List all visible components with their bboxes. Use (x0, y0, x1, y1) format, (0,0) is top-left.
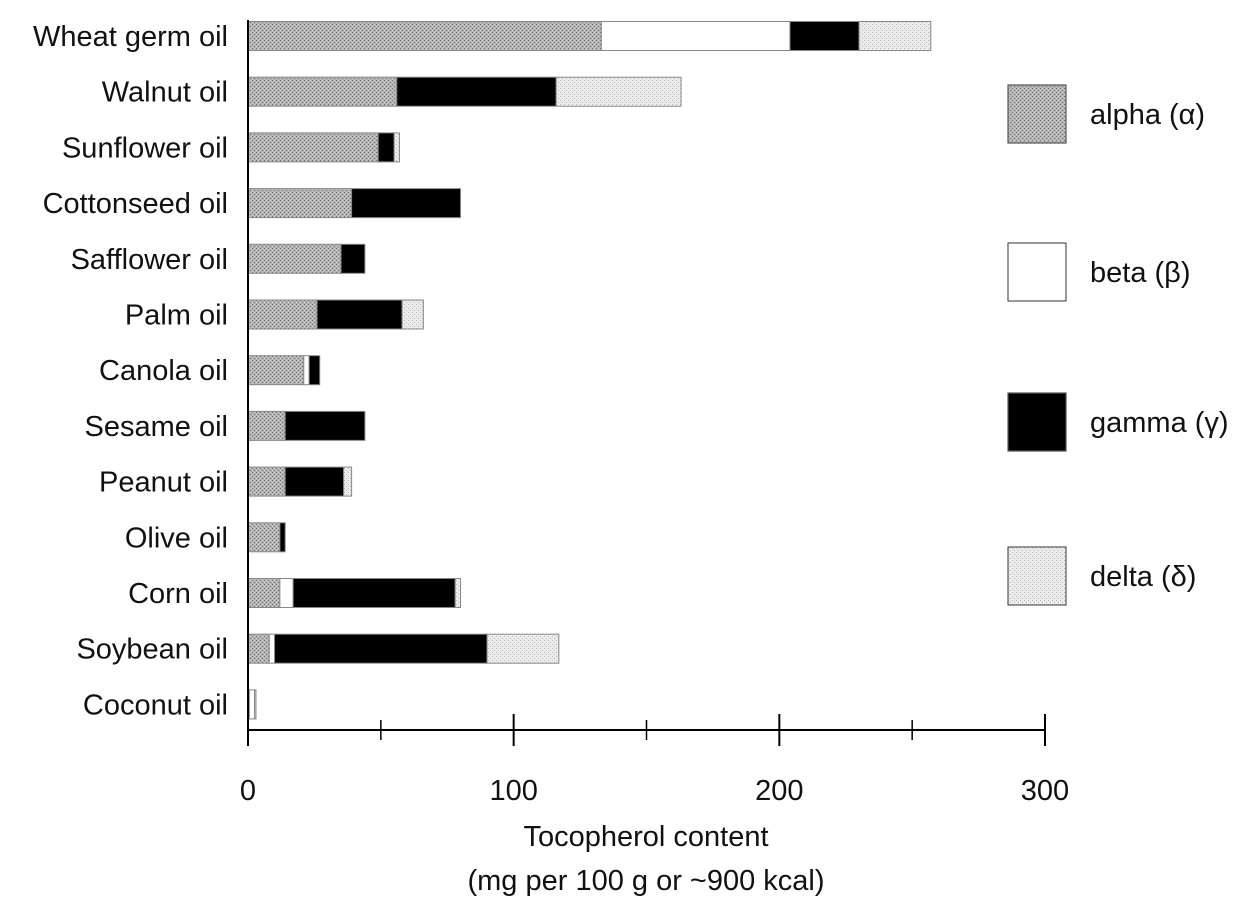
bar-segment-delta (858, 21, 932, 51)
category-label: Peanut oil (99, 467, 228, 499)
bar-segment-alpha (247, 21, 602, 51)
bar-segment-beta (248, 689, 256, 720)
category-labels: Wheat germ oil Walnut oil Sunflower oil Cot… (33, 21, 228, 721)
category-label: Soybean oil (76, 634, 228, 666)
bar-segment-gamma (284, 466, 345, 497)
legend-swatch-beta (1007, 242, 1067, 302)
category-label: Corn oil (128, 578, 228, 610)
bar-segment-alpha (247, 578, 281, 608)
legend-swatch-alpha (1007, 84, 1067, 144)
bar-segment-beta (303, 355, 310, 386)
bar-segment-alpha (247, 76, 398, 107)
bar-segment-beta (268, 633, 276, 664)
category-label: Sunflower oil (62, 132, 228, 164)
category-label: Safflower oil (71, 244, 228, 276)
tick-label: 300 (1021, 775, 1069, 807)
bar-segment-delta (486, 633, 560, 664)
bar-segment-alpha (247, 522, 281, 553)
tick-label: 0 (240, 775, 256, 807)
category-label: Cottonseed oil (43, 188, 228, 220)
bar-segment-gamma (279, 522, 286, 553)
x-axis-subtitle: (mg per 100 g or ~900 kcal) (467, 865, 824, 897)
bar-segment-delta (393, 132, 400, 163)
bar-segment-beta (279, 578, 294, 608)
bar-segment-gamma (351, 188, 462, 219)
bar-segment-alpha (247, 410, 286, 441)
category-label: Walnut oil (102, 77, 228, 109)
category-label: Palm oil (125, 300, 228, 332)
x-axis-title: Tocopherol content (523, 821, 768, 853)
category-label: Sesame oil (85, 411, 228, 443)
bar-segment-gamma (284, 410, 366, 441)
legend-swatch-gamma (1007, 392, 1067, 452)
tick-label: 100 (489, 775, 537, 807)
category-label: Wheat germ oil (33, 21, 228, 53)
x-axis: 0 100 200 300 (240, 20, 1069, 807)
bar-segment-gamma (316, 299, 403, 330)
bar-segment-gamma (274, 633, 488, 664)
bar-segment-delta (254, 689, 257, 720)
bar-segment-alpha (247, 466, 286, 497)
bar-segment-gamma (789, 21, 860, 51)
bar-segment-gamma (340, 243, 366, 274)
tick-label: 200 (755, 775, 803, 807)
category-label: Coconut oil (83, 689, 228, 721)
bar-segment-alpha (247, 188, 353, 219)
legend-label: alpha (α) (1090, 99, 1205, 131)
legend-label: gamma (γ) (1090, 407, 1229, 439)
bar-segment-delta (454, 578, 462, 608)
bar-segment-alpha (247, 132, 379, 163)
bar-segment-alpha (247, 355, 305, 386)
legend-label: delta (δ) (1090, 561, 1196, 593)
bars-group (247, 21, 932, 720)
bar-segment-gamma (396, 76, 557, 107)
bar-segment-alpha (247, 633, 270, 664)
legend-swatch-delta (1007, 546, 1067, 606)
bar-segment-gamma (308, 355, 321, 386)
bar-segment-gamma (292, 578, 456, 608)
category-label: Olive oil (125, 522, 228, 554)
axis-titles: Tocopherol content (mg per 100 g or ~900 … (467, 821, 824, 897)
legend-label: beta (β) (1090, 257, 1191, 289)
bar-segment-beta (600, 21, 791, 51)
category-label: Canola oil (99, 355, 228, 387)
bar-segment-delta (401, 299, 424, 330)
legend: alpha (α) beta (β) gamma (γ) delta (δ) (1007, 84, 1229, 606)
bar-segment-alpha (247, 299, 318, 330)
bar-segment-gamma (377, 132, 395, 163)
bar-segment-delta (555, 76, 682, 107)
bar-segment-delta (343, 466, 353, 497)
bar-segment-alpha (247, 243, 342, 274)
